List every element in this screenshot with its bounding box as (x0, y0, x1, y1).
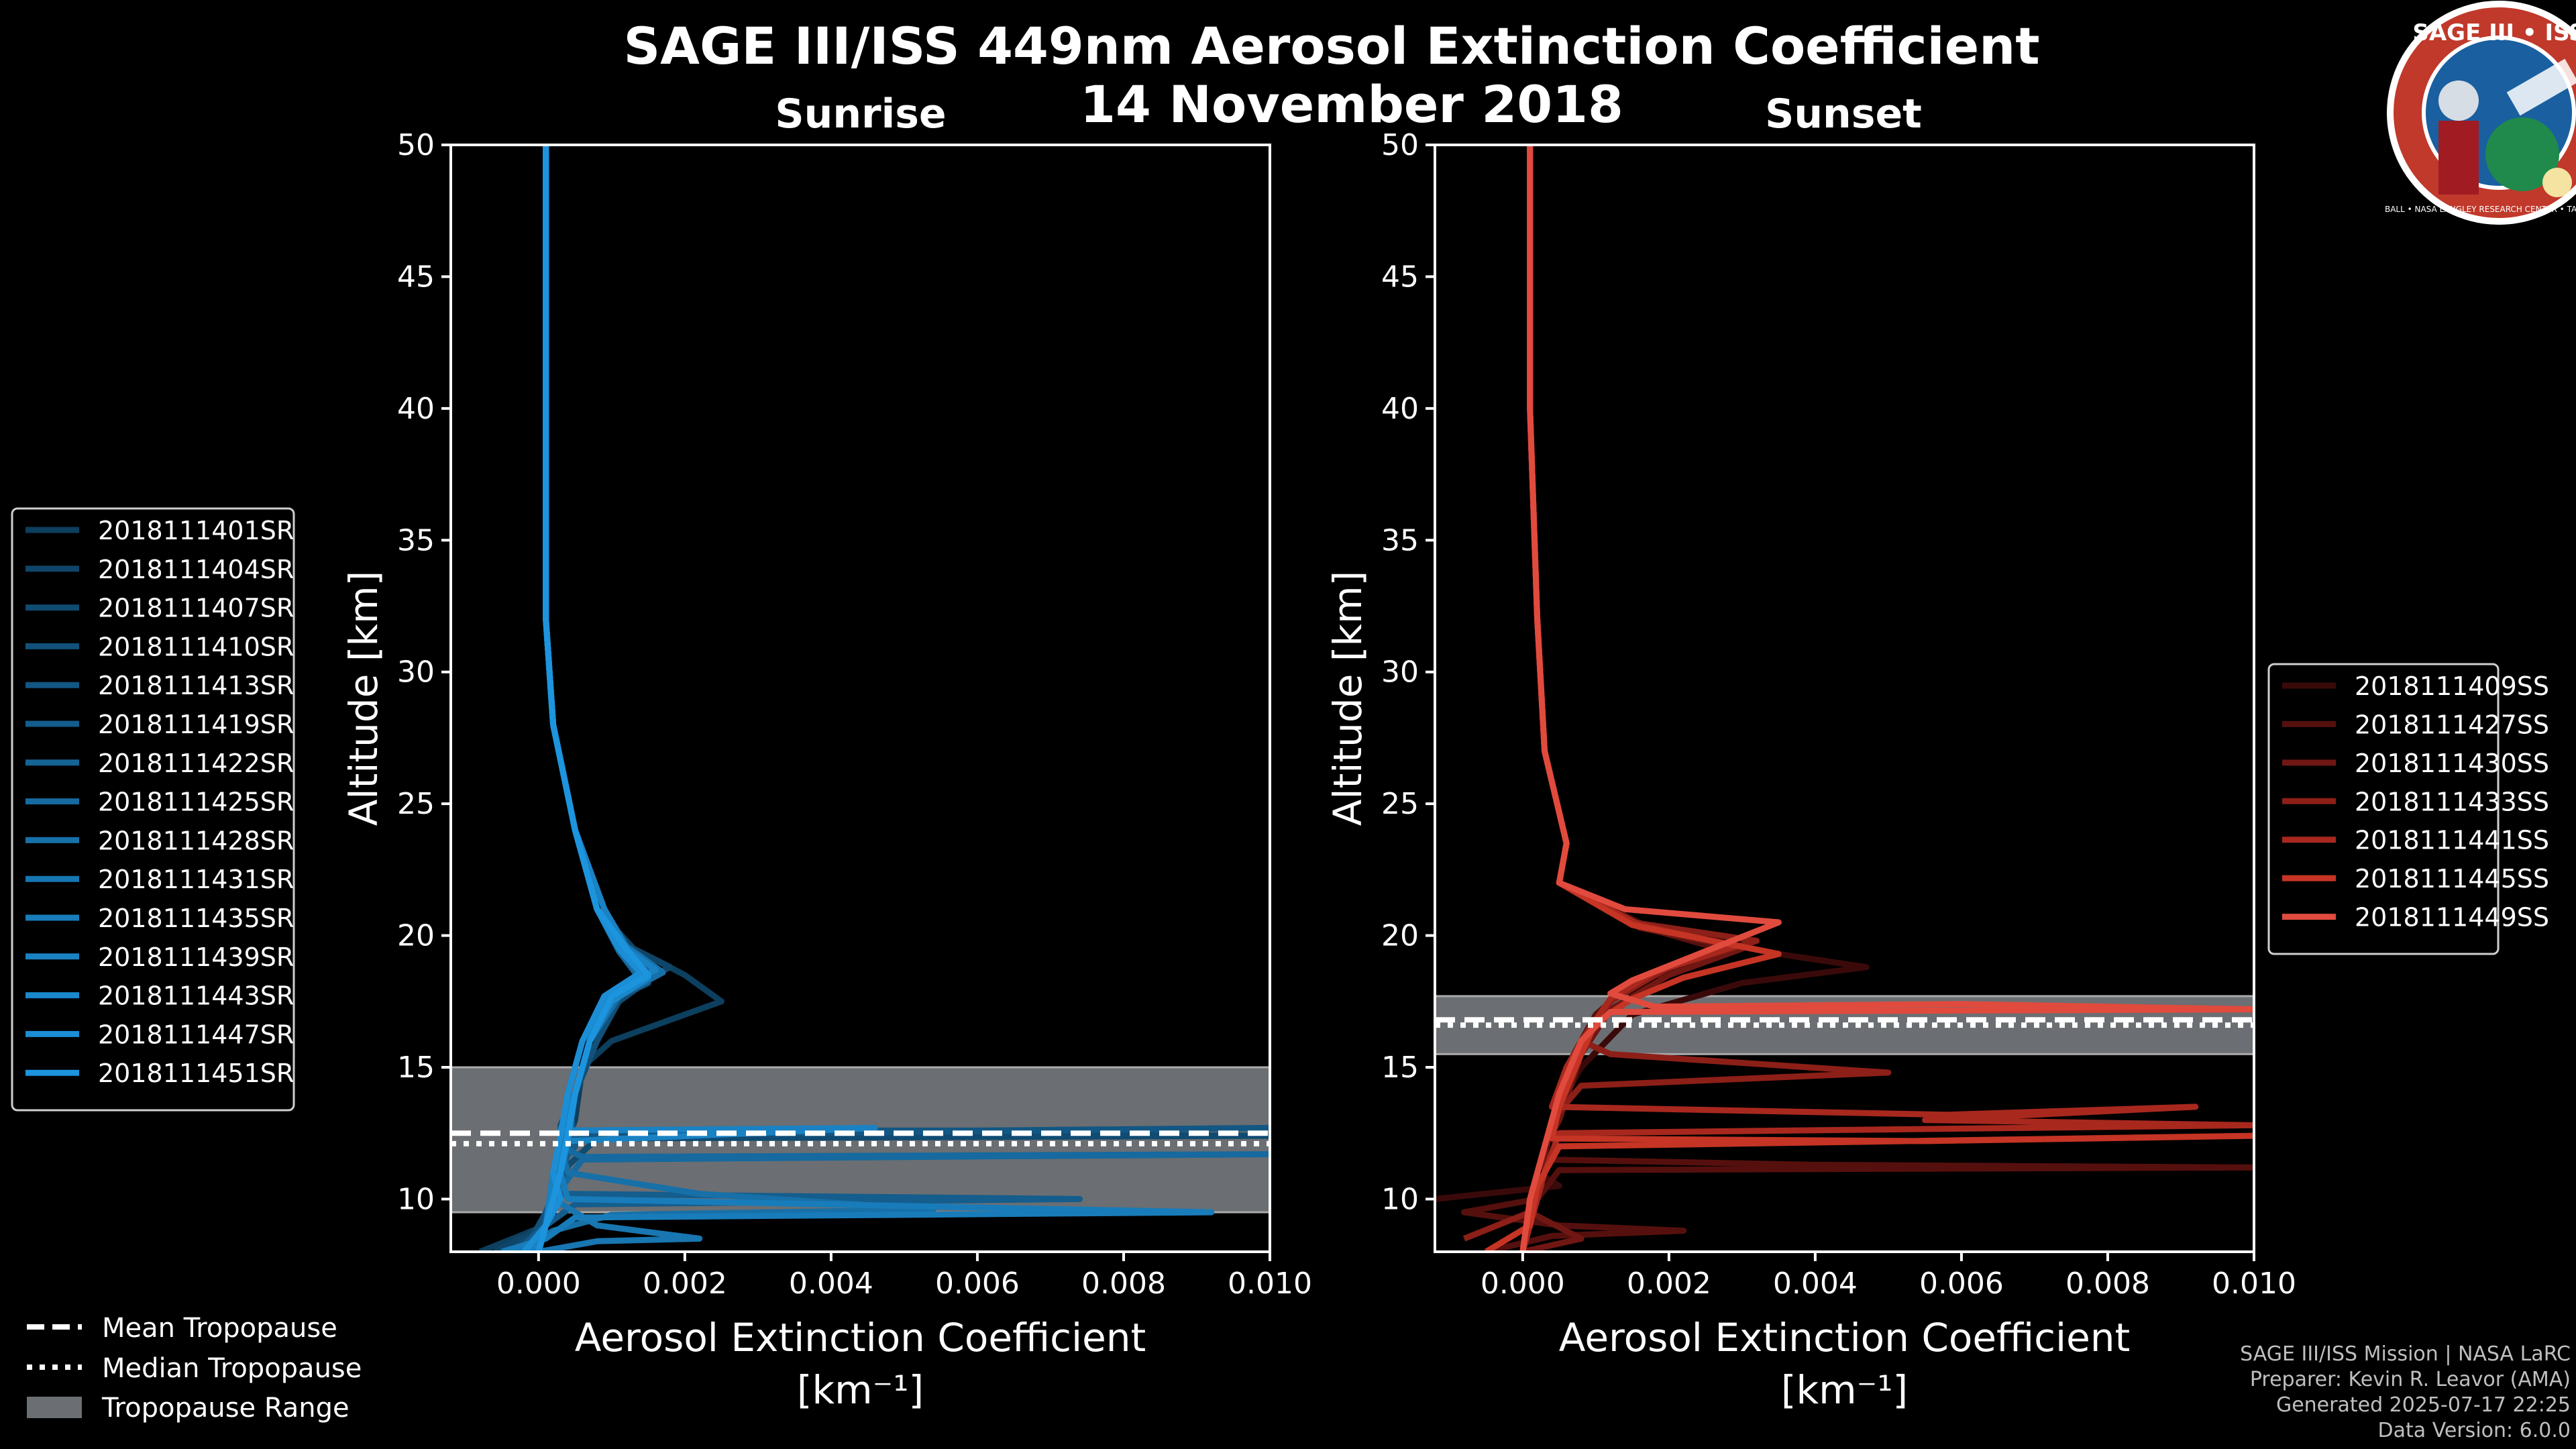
legend-label-2018111431SR: 2018111431SR (98, 865, 294, 894)
y-tick-label: 40 (397, 392, 435, 426)
y-axis-label: Altitude [km] (341, 571, 386, 826)
y-tick-label: 50 (397, 128, 435, 162)
y-tick-label: 30 (397, 655, 435, 690)
x-tick-label: 0.002 (1627, 1267, 1711, 1301)
legend-label-2018111422SR: 2018111422SR (98, 749, 294, 778)
logo-moon (2542, 168, 2572, 197)
sunset-subtitle: Sunset (1765, 91, 1922, 138)
chart-date: 14 November 2018 (1080, 74, 1623, 134)
sunrise-subtitle: Sunrise (775, 91, 946, 138)
legend-label-2018111425SR: 2018111425SR (98, 788, 294, 817)
sunset-panel: 10 15 20 25 30 35 40 45 50 0.000 0.002 0.004 0.006 0.… (1325, 128, 2296, 1413)
legend-label-2018111449SS: 2018111449SS (2355, 903, 2549, 932)
x-axis-unit: [km⁻¹] (797, 1367, 924, 1413)
x-tick-label: 0.006 (1919, 1267, 2004, 1301)
x-tick-label: 0.000 (1481, 1267, 1565, 1301)
y-tick-label: 50 (1381, 128, 1419, 162)
legend-label-2018111413SR: 2018111413SR (98, 671, 294, 700)
legend-label-2018111445SS: 2018111445SS (2355, 864, 2549, 894)
x-tick-label: 0.008 (2065, 1267, 2150, 1301)
sunrise-legend: 2018111401SR 2018111404SR 2018111407SR 2018… (12, 508, 294, 1110)
sunset-legend: 2018111409SS 2018111427SS 2018111430SS 2018… (2269, 664, 2549, 954)
chart-title: SAGE III/ISS 449nm Aerosol Extinction Co… (623, 16, 2039, 76)
legend-median-label: Median Tropopause (102, 1353, 362, 1384)
footer-line-3: Generated 2025-07-17 22:25 (2240, 1393, 2571, 1418)
legend-label-2018111441SS: 2018111441SS (2355, 826, 2549, 855)
legend-label-2018111435SR: 2018111435SR (98, 904, 294, 933)
x-tick-label: 0.000 (496, 1267, 581, 1301)
legend-range-swatch (27, 1397, 82, 1418)
legend-range-label: Tropopause Range (101, 1393, 350, 1424)
x-axis-unit: [km⁻¹] (1781, 1367, 1908, 1413)
legend-label-2018111427SS: 2018111427SS (2355, 710, 2549, 739)
y-tick-label: 35 (1381, 523, 1419, 557)
y-tick-label: 40 (1381, 392, 1419, 426)
logo-ring-text: BALL • NASA LANGLEY RESEARCH CENTER • TA… (2385, 205, 2576, 214)
legend-label-2018111430SS: 2018111430SS (2355, 749, 2549, 778)
x-axis-label: Aerosol Extinction Coefficient (575, 1315, 1146, 1360)
figure-canvas: SAGE III/ISS 449nm Aerosol Extinction Co… (0, 0, 2576, 1449)
y-tick-label: 25 (1381, 787, 1419, 821)
legend-label-2018111451SR: 2018111451SR (98, 1059, 294, 1088)
y-axis-label: Altitude [km] (1325, 571, 1371, 826)
y-tick-label: 45 (1381, 260, 1419, 294)
legend-label-2018111401SR: 2018111401SR (98, 516, 294, 545)
y-tick-label: 30 (1381, 655, 1419, 690)
logo-robe (2438, 121, 2479, 195)
legend-label-2018111419SR: 2018111419SR (98, 710, 294, 739)
y-tick-label: 20 (1381, 919, 1419, 953)
legend-label-2018111409SS: 2018111409SS (2355, 672, 2549, 701)
x-tick-label: 0.008 (1081, 1267, 1166, 1301)
legend-label-2018111447SR: 2018111447SR (98, 1020, 294, 1049)
y-tick-label: 35 (397, 523, 435, 557)
footer-line-2: Preparer: Kevin R. Leavor (AMA) (2240, 1367, 2571, 1393)
sage-iii-iss-logo: SAGE III • ISS BALL • NASA LANGLEY RESEA… (2385, 4, 2576, 221)
sunrise-panel: 10 15 20 25 30 35 40 45 50 0.000 0.002 0.004 0.006 0.… (341, 128, 1312, 1413)
y-tick-label: 10 (397, 1182, 435, 1216)
y-tick-label: 15 (1381, 1051, 1419, 1085)
tropopause-legend: Mean Tropopause Median Tropopause Tropop… (27, 1313, 362, 1424)
legend-label-2018111443SR: 2018111443SR (98, 981, 294, 1011)
legend-label-2018111433SS: 2018111433SS (2355, 787, 2549, 816)
logo-figure (2438, 80, 2479, 121)
logo-text: SAGE III • ISS (2412, 19, 2576, 46)
legend-label-2018111410SR: 2018111410SR (98, 632, 294, 661)
y-tick-label: 10 (1381, 1182, 1419, 1216)
x-tick-label: 0.002 (643, 1267, 727, 1301)
y-tick-label: 15 (397, 1051, 435, 1085)
legend-mean-label: Mean Tropopause (102, 1313, 337, 1344)
x-axis-label: Aerosol Extinction Coefficient (1559, 1315, 2131, 1360)
y-tick-label: 20 (397, 919, 435, 953)
footer: SAGE III/ISS Mission | NASA LaRC Prepare… (2240, 1342, 2571, 1444)
legend-label-2018111404SR: 2018111404SR (98, 555, 294, 584)
legend-label-2018111407SR: 2018111407SR (98, 594, 294, 623)
footer-line-4: Data Version: 6.0.0 (2240, 1418, 2571, 1444)
x-tick-label: 0.004 (789, 1267, 873, 1301)
x-tick-label: 0.006 (935, 1267, 1020, 1301)
legend-label-2018111439SR: 2018111439SR (98, 943, 294, 972)
x-tick-label: 0.004 (1773, 1267, 1858, 1301)
legend-label-2018111428SR: 2018111428SR (98, 826, 294, 855)
footer-line-1: SAGE III/ISS Mission | NASA LaRC (2240, 1342, 2571, 1367)
y-tick-label: 45 (397, 260, 435, 294)
x-tick-label: 0.010 (1228, 1267, 1312, 1301)
x-tick-label: 0.010 (2212, 1267, 2296, 1301)
y-tick-label: 25 (397, 787, 435, 821)
